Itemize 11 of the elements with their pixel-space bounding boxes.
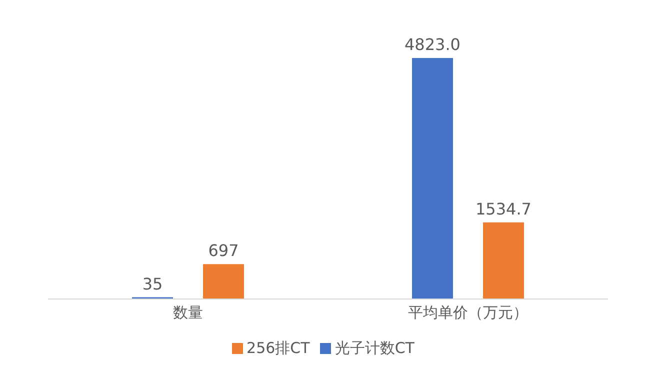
x-tick-label: 平均单价（万元） [408, 304, 528, 322]
bar [483, 222, 524, 299]
data-label: 697 [208, 241, 239, 260]
x-tick-label: 数量 [173, 304, 203, 322]
data-label: 4823.0 [404, 35, 460, 54]
data-label: 35 [142, 274, 163, 294]
bar [203, 264, 244, 299]
legend-label: 光子计数CT [334, 339, 414, 357]
data-label: 1534.7 [476, 199, 532, 218]
bar [412, 58, 453, 299]
legend-label: 256排CT [246, 339, 310, 357]
